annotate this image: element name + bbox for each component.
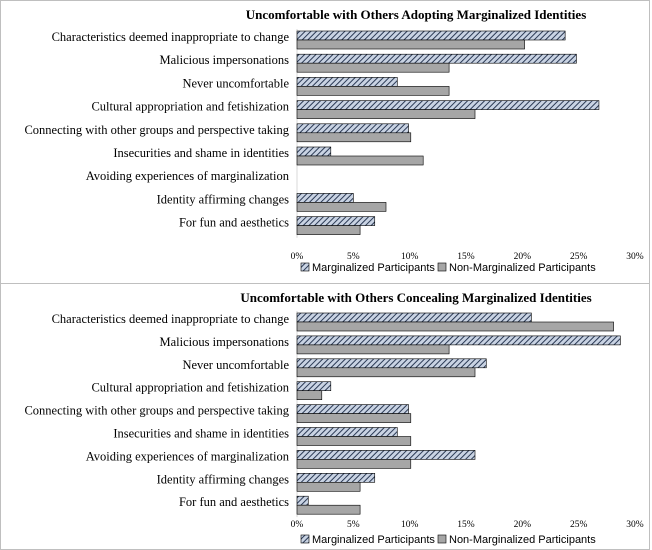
bar-marginalized (296, 358, 487, 369)
x-tick-label: 15% (457, 520, 475, 530)
x-tick-label: 30% (626, 252, 644, 262)
bar-non-marginalized (296, 482, 361, 492)
category-label: Insecurities and shame in identities (113, 146, 289, 160)
bar-marginalized (296, 312, 532, 323)
bar-non-marginalized (296, 321, 614, 332)
bar-marginalized (296, 193, 354, 203)
bar-non-marginalized (296, 225, 361, 235)
bar-non-marginalized (296, 39, 525, 50)
bar-marginalized (296, 216, 376, 226)
bar-non-marginalized (296, 413, 412, 423)
bar-non-marginalized (296, 155, 424, 166)
legend-label-non-marginalized: Non-Marginalized Participants (449, 534, 596, 546)
category-label: Never uncomfortable (182, 76, 289, 90)
bar-marginalized (296, 77, 398, 87)
category-label: Avoiding experiences of marginalization (86, 169, 290, 183)
bar-marginalized (296, 146, 332, 157)
bar-non-marginalized (296, 132, 412, 143)
legend-swatch-non-marginalized (437, 262, 447, 272)
chart-panel-concealing: Uncomfortable with Others Concealing Mar… (0, 283, 650, 550)
legend-swatch-marginalized (300, 534, 310, 544)
category-label: For fun and aesthetics (179, 216, 289, 230)
bar-non-marginalized (296, 202, 387, 212)
bar-marginalized (296, 404, 409, 414)
bar-non-marginalized (296, 390, 323, 400)
chart-adopting-svg: Uncomfortable with Others Adopting Margi… (24, 7, 644, 274)
legend-swatch-non-marginalized (437, 534, 447, 544)
legend-label-marginalized: Marginalized Participants (312, 534, 435, 546)
bar-non-marginalized (296, 86, 450, 96)
category-label: Malicious impersonations (160, 53, 290, 67)
x-tick-label: 20% (514, 252, 532, 262)
category-label: Insecurities and shame in identities (113, 427, 289, 441)
category-label: Never uncomfortable (182, 358, 289, 372)
x-tick-label: 10% (401, 520, 419, 530)
category-label: Characteristics deemed inappropriate to … (52, 30, 290, 44)
category-label: Identity affirming changes (157, 472, 290, 486)
bar-non-marginalized (296, 436, 412, 446)
category-label: For fun and aesthetics (179, 495, 289, 509)
chart-concealing-svg: Uncomfortable with Others Concealing Mar… (24, 290, 644, 546)
bar-marginalized (296, 450, 476, 460)
bar-marginalized (296, 427, 398, 437)
x-tick-label: 0% (291, 252, 304, 262)
bar-marginalized (296, 495, 309, 506)
x-tick-label: 25% (570, 252, 588, 262)
category-label: Connecting with other groups and perspec… (24, 123, 289, 137)
category-label: Cultural appropriation and fetishization (91, 100, 289, 114)
category-label: Avoiding experiences of marginalization (86, 449, 290, 463)
x-tick-label: 10% (401, 252, 419, 262)
category-label: Identity affirming changes (157, 192, 290, 206)
bar-non-marginalized (296, 367, 476, 378)
legend-label-marginalized: Marginalized Participants (312, 262, 435, 274)
bar-non-marginalized (296, 459, 412, 469)
bar-marginalized (296, 123, 409, 134)
bar-marginalized (296, 30, 566, 41)
bar-non-marginalized (296, 109, 476, 119)
category-label: Malicious impersonations (160, 335, 290, 349)
legend-swatch-marginalized (300, 262, 310, 272)
bar-non-marginalized (296, 344, 450, 355)
x-tick-label: 25% (570, 520, 588, 530)
bar-marginalized (296, 53, 577, 64)
x-tick-label: 0% (291, 520, 304, 530)
chart-panel-adopting: Uncomfortable with Others Adopting Margi… (0, 0, 650, 284)
bar-non-marginalized (296, 504, 361, 515)
chart-title: Uncomfortable with Others Adopting Margi… (246, 7, 587, 22)
bar-non-marginalized (296, 62, 450, 73)
bar-marginalized (296, 381, 332, 391)
bar-marginalized (296, 100, 600, 110)
category-label: Characteristics deemed inappropriate to … (52, 312, 290, 326)
category-label: Cultural appropriation and fetishization (91, 381, 289, 395)
x-tick-label: 20% (514, 520, 532, 530)
x-tick-label: 15% (457, 252, 475, 262)
chart-title: Uncomfortable with Others Concealing Mar… (240, 290, 591, 305)
bar-marginalized (296, 473, 376, 483)
bar-marginalized (296, 335, 621, 346)
legend-label-non-marginalized: Non-Marginalized Participants (449, 262, 596, 274)
x-tick-label: 5% (347, 252, 360, 262)
x-tick-label: 5% (347, 520, 360, 530)
category-label: Connecting with other groups and perspec… (24, 404, 289, 418)
x-tick-label: 30% (626, 520, 644, 530)
